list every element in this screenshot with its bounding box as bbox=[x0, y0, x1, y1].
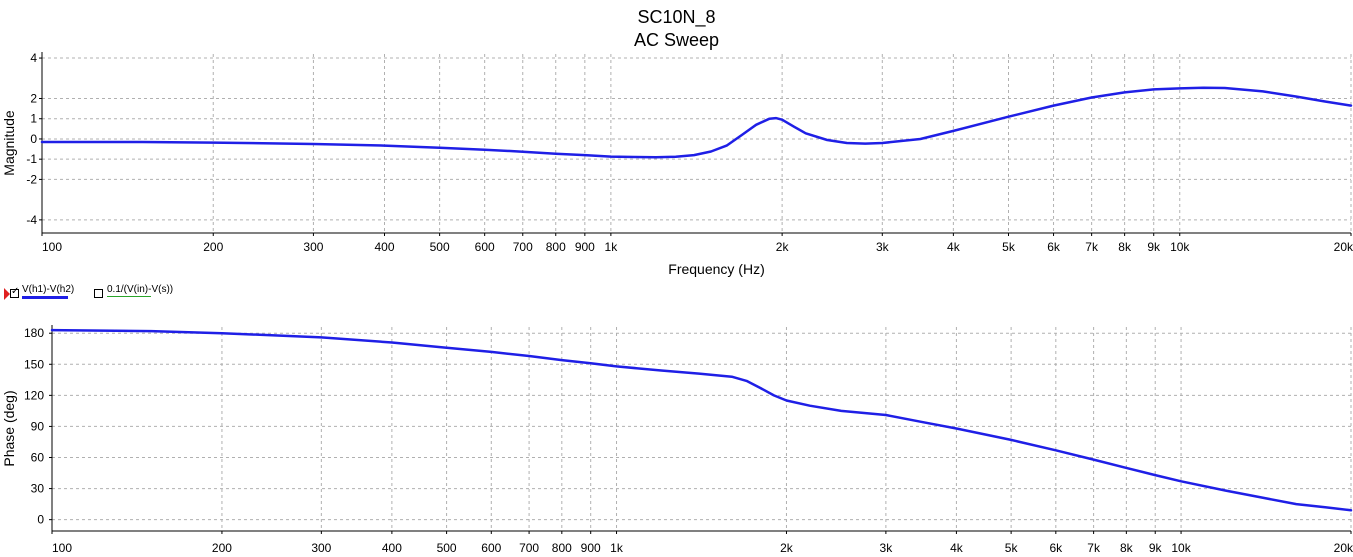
x-tick-label: 800 bbox=[546, 240, 566, 254]
legend-active-marker-icon bbox=[4, 288, 10, 300]
x-tick-label: 7k bbox=[1085, 240, 1099, 254]
x-tick-label: 500 bbox=[437, 541, 457, 555]
x-tick-label: 3k bbox=[880, 541, 894, 555]
x-tick-label: 100 bbox=[42, 240, 62, 254]
chart-title: SC10N_8 bbox=[637, 7, 716, 27]
x-tick-label: 300 bbox=[303, 240, 323, 254]
x-tick-label: 8k bbox=[1118, 240, 1132, 254]
x-tick-label: 3k bbox=[876, 240, 890, 254]
legend: ✓ V(h1)-V(h2) 0.1/(V(in)-V(s)) bbox=[4, 284, 204, 304]
x-tick-label: 700 bbox=[519, 541, 539, 555]
x-tick-label: 8k bbox=[1120, 541, 1134, 555]
x-tick-label: 300 bbox=[311, 541, 331, 555]
y-tick-label: 0 bbox=[30, 132, 37, 146]
y-tick-label: 60 bbox=[31, 451, 45, 465]
x-tick-label: 6k bbox=[1049, 541, 1063, 555]
x-tick-label: 1k bbox=[610, 541, 624, 555]
x-tick-label: 200 bbox=[212, 541, 232, 555]
y-tick-label: 2 bbox=[30, 92, 37, 106]
y-tick-label: 4 bbox=[30, 51, 37, 65]
x-tick-label: 2k bbox=[776, 240, 790, 254]
plot-panel-1: 100 200 300 400 500 600 700 800 900 1k 2k 3k 4k 5k 6k 7… bbox=[1, 51, 1353, 277]
checkmark-icon: ✓ bbox=[11, 286, 20, 297]
x-tick-label: 9k bbox=[1147, 240, 1161, 254]
x-axis-label: Frequency (Hz) bbox=[668, 261, 764, 277]
y-tick-label: 120 bbox=[24, 388, 44, 402]
x-tick-label: 9k bbox=[1149, 541, 1163, 555]
y-tick-label: -2 bbox=[26, 172, 37, 186]
x-tick-label: 7k bbox=[1087, 541, 1101, 555]
legend-checkbox-series2[interactable] bbox=[94, 289, 103, 298]
y-axis-label: Phase (deg) bbox=[1, 390, 17, 466]
y-tick-label: -4 bbox=[26, 213, 37, 227]
x-tick-label: 600 bbox=[481, 541, 501, 555]
y-tick-label: 150 bbox=[24, 357, 44, 371]
x-tick-label: 20k bbox=[1334, 240, 1353, 254]
x-tick-label: 500 bbox=[430, 240, 450, 254]
chart-subtitle: AC Sweep bbox=[633, 30, 720, 50]
y-tick-label: 30 bbox=[31, 482, 45, 496]
x-tick-label: 1k bbox=[605, 240, 619, 254]
y-tick-label: 90 bbox=[31, 419, 45, 433]
legend-label-series2[interactable]: 0.1/(V(in)-V(s)) bbox=[107, 284, 174, 295]
x-tick-label: 700 bbox=[513, 240, 533, 254]
x-tick-label: 2k bbox=[780, 541, 794, 555]
y-tick-label: -1 bbox=[26, 152, 37, 166]
y-tick-label: 180 bbox=[24, 326, 44, 340]
plot-panel-2: 100 200 300 400 500 600 700 800 900 1k 2k 3k 4k 5k 6k 7… bbox=[1, 325, 1353, 555]
x-tick-label: 20k bbox=[1334, 541, 1353, 555]
x-tick-label: 900 bbox=[575, 240, 595, 254]
y-tick-label: 0 bbox=[37, 513, 44, 527]
legend-label-series1[interactable]: V(h1)-V(h2) bbox=[22, 284, 75, 295]
x-tick-label: 5k bbox=[1002, 240, 1016, 254]
x-tick-label: 4k bbox=[947, 240, 961, 254]
x-tick-label: 6k bbox=[1047, 240, 1061, 254]
legend-swatch-series1 bbox=[22, 296, 68, 299]
x-tick-label: 400 bbox=[374, 240, 394, 254]
x-tick-label: 4k bbox=[950, 541, 964, 555]
series-line-magnitude bbox=[40, 86, 1353, 159]
x-tick-label: 200 bbox=[203, 240, 223, 254]
x-tick-label: 800 bbox=[552, 541, 572, 555]
x-tick-label: 10k bbox=[1171, 541, 1191, 555]
legend-swatch-series2 bbox=[107, 296, 151, 297]
x-tick-label: 10k bbox=[1170, 240, 1190, 254]
y-tick-label: 1 bbox=[30, 112, 37, 126]
legend-checkbox-series1[interactable]: ✓ bbox=[10, 286, 20, 298]
x-tick-label: 100 bbox=[52, 541, 72, 555]
series-line-phase bbox=[50, 328, 1353, 512]
x-tick-label: 900 bbox=[581, 541, 601, 555]
y-axis-label: Magnitude bbox=[1, 110, 17, 176]
x-tick-label: 600 bbox=[475, 240, 495, 254]
x-tick-label: 5k bbox=[1005, 541, 1019, 555]
x-tick-label: 400 bbox=[382, 541, 402, 555]
